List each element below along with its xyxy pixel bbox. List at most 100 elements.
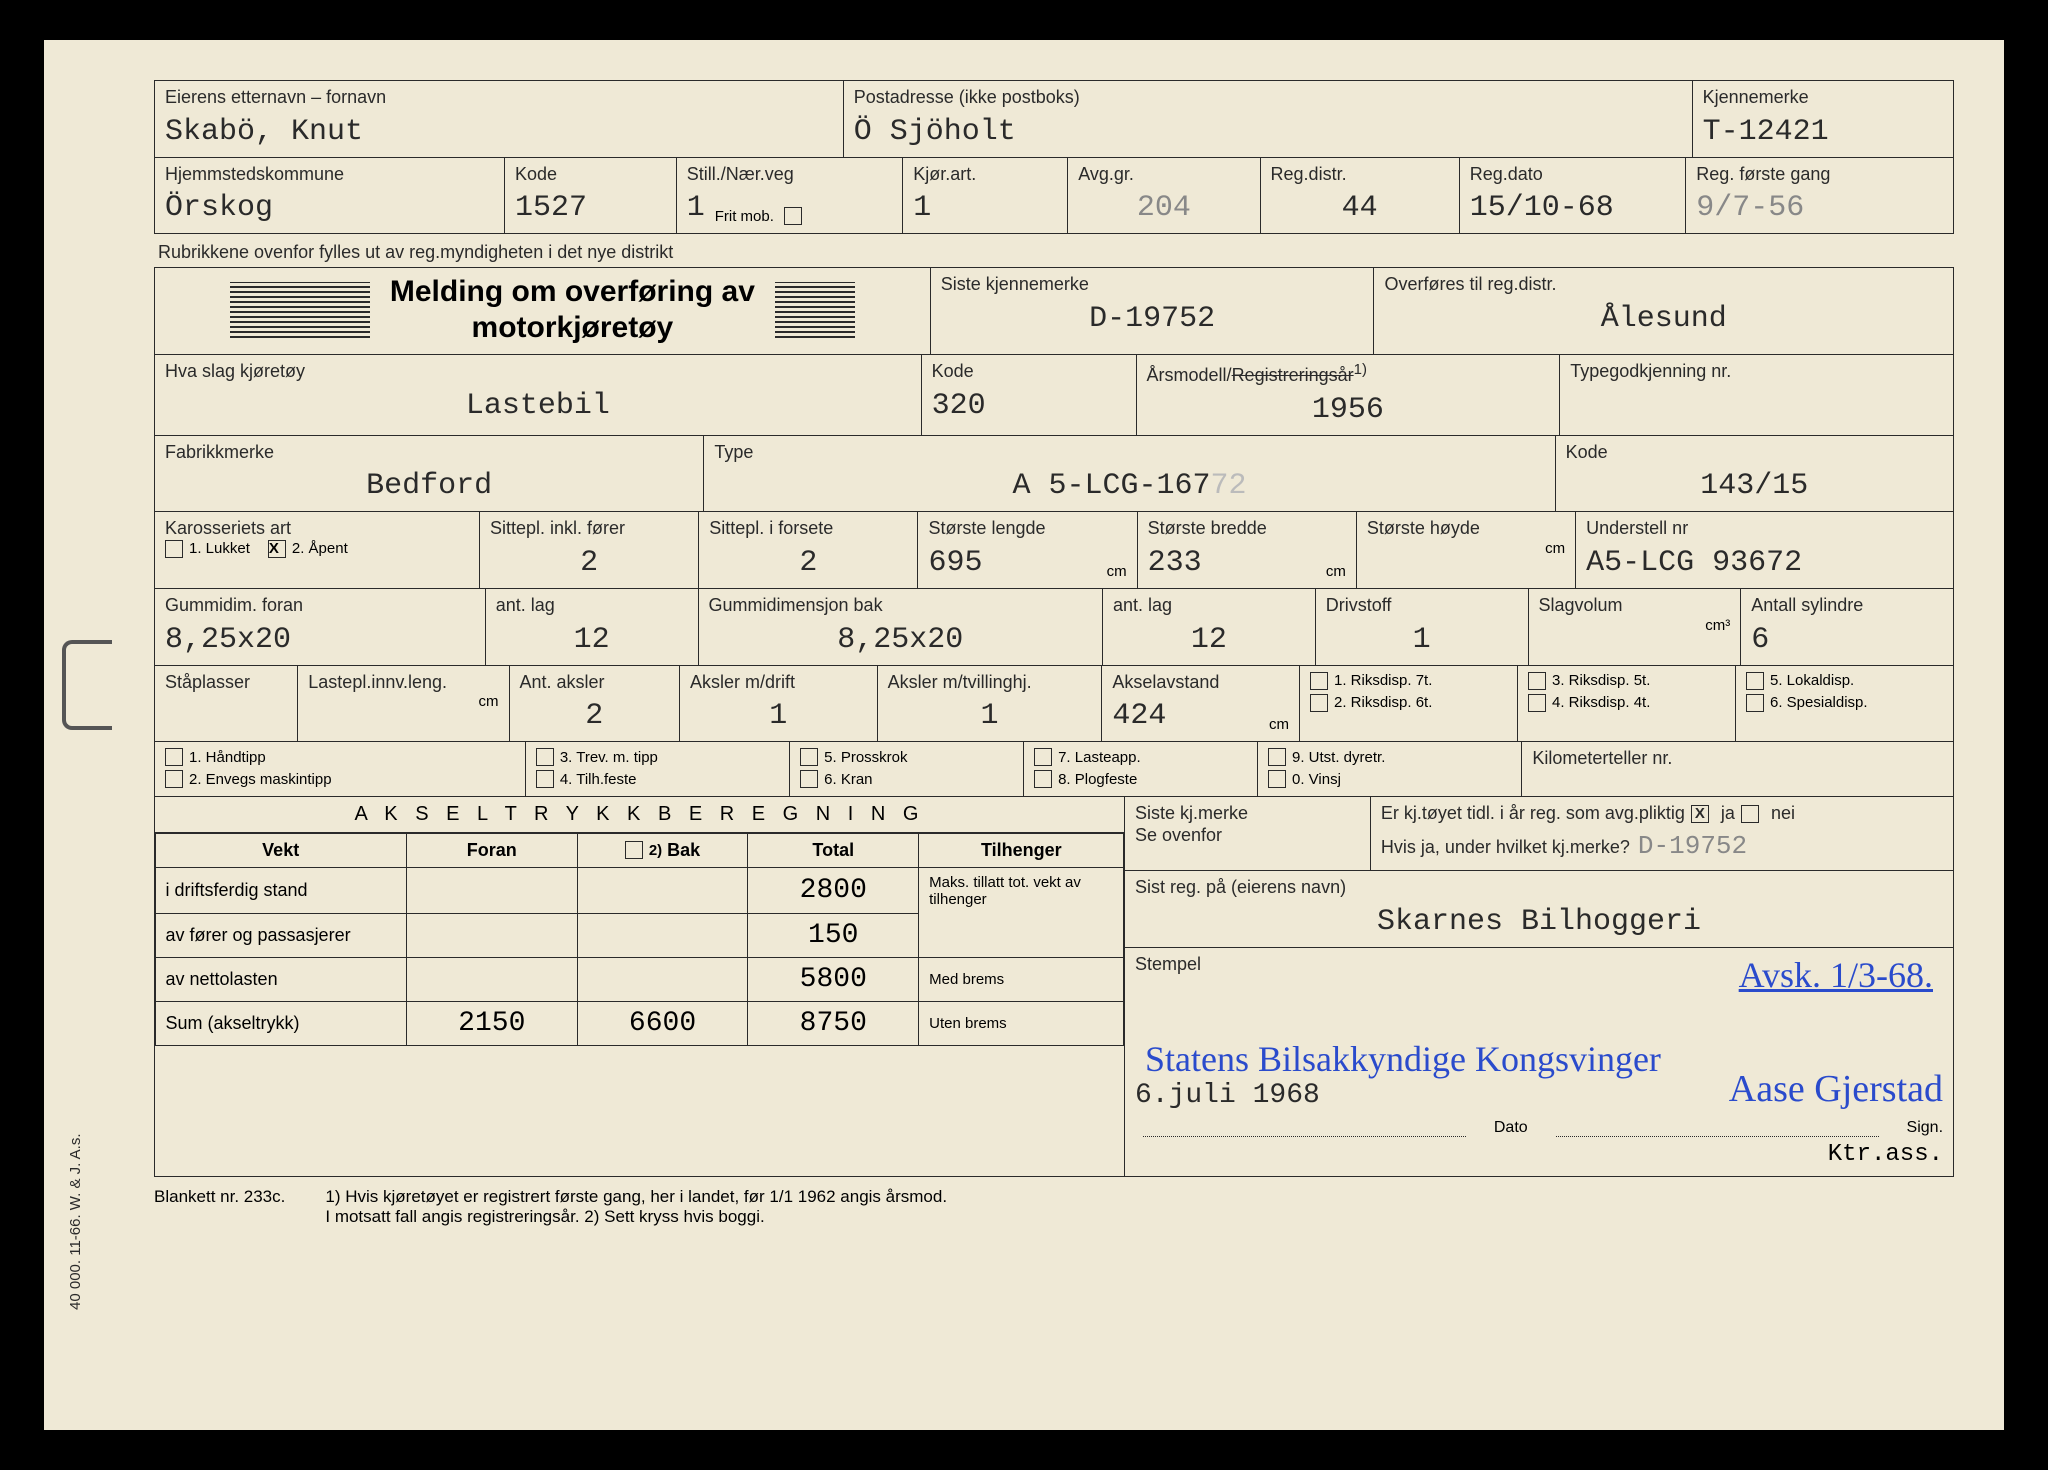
antaksler-label: Ant. aksler (520, 672, 669, 694)
disp3-checkbox[interactable] (1528, 672, 1546, 690)
cell-antaksler: Ant. aksler 2 (509, 665, 680, 743)
kaross-lukket-checkbox[interactable] (165, 540, 183, 558)
row-kommune: Hjemmstedskommune Örskog Kode 1527 Still… (154, 158, 1954, 235)
cell-driv: Drivstoff 1 (1315, 588, 1529, 666)
uten-brems: Uten brems (918, 1001, 1124, 1046)
still-sub: Frit mob. (715, 208, 774, 225)
cell-stempel: Stempel Avsk. 1/3-68. Statens Bilsakkynd… (1124, 947, 1954, 1177)
form-card: 40 000. 11-66. W. & J. A.s. Eierens ette… (44, 40, 2004, 1430)
bredde-unit: cm (1326, 563, 1346, 580)
sign-label: Sign. (1907, 1119, 1943, 1137)
cell-avggr: Avg.gr. 204 (1067, 157, 1260, 235)
bak-boggi-checkbox[interactable] (625, 841, 643, 859)
kode-label: Kode (515, 164, 666, 186)
sitte-inkl-label: Sittepl. inkl. fører (490, 518, 688, 540)
avgpl-nei-checkbox[interactable] (1741, 805, 1759, 823)
cell-lastepl: Lastepl.innv.leng. cm (297, 665, 509, 743)
c0-checkbox[interactable] (1268, 770, 1286, 788)
plate-value: T-12421 (1703, 115, 1943, 149)
banner: Melding om overføring av motorkjøretøy (165, 274, 920, 346)
r3-label: av nettolasten (155, 957, 407, 1002)
disp4-checkbox[interactable] (1528, 694, 1546, 712)
rp-row2: Sist reg. på (eierens navn) Skarnes Bilh… (1124, 871, 1954, 948)
disp5-checkbox[interactable] (1746, 672, 1764, 690)
driv-value: 1 (1326, 623, 1518, 657)
r2-bak (577, 913, 749, 958)
row-slag: Hva slag kjøretøy Lastebil Kode 320 Årsm… (154, 355, 1954, 436)
gummi-f-label: Gummidim. foran (165, 595, 475, 617)
blankett-nr: Blankett nr. 233c. (154, 1187, 285, 1227)
kommune-label: Hjemmstedskommune (165, 164, 494, 186)
slag-kode-label: Kode (932, 361, 1126, 383)
driv-label: Drivstoff (1326, 595, 1518, 617)
disp3: 3. Riksdisp. 5t. (1552, 672, 1650, 689)
cell-siste-kjm: Siste kjennemerke D-19752 (930, 267, 1375, 355)
row-tipp: 1. Håndtipp 2. Envegs maskintipp 3. Trev… (154, 742, 1954, 797)
disp2-checkbox[interactable] (1310, 694, 1328, 712)
h-bak: 2) Bak (577, 833, 749, 868)
avgpl-line1: Er kj.tøyet tidl. i år reg. som avg.plik… (1381, 803, 1943, 825)
bak-sup: 2) (649, 842, 662, 859)
tilh-note: Maks. tillatt tot. vekt av tilhenger (929, 874, 1113, 908)
regdato-label: Reg.dato (1470, 164, 1676, 186)
avstand-value: 424 (1112, 699, 1166, 733)
cell-regdistr: Reg.distr. 44 (1260, 157, 1460, 235)
lengde-value: 695 (928, 546, 982, 580)
understell-value: A5-LCG 93672 (1586, 546, 1943, 580)
stapl-label: Ståplasser (165, 672, 287, 694)
lastepl-unit: cm (479, 693, 499, 710)
cell-tipp3: 5. Prosskrok 6. Kran (789, 741, 1024, 797)
c5-checkbox[interactable] (800, 748, 818, 766)
cell-tipp2: 3. Trev. m. tipp 4. Tilh.feste (525, 741, 790, 797)
fritmob-checkbox[interactable] (784, 207, 802, 225)
arsmodell-value: 1956 (1147, 393, 1550, 427)
r4-bak: 6600 (577, 1001, 749, 1046)
kaross-apent-checkbox[interactable] (268, 540, 286, 558)
sist-reg-label: Sist reg. på (eierens navn) (1135, 877, 1943, 899)
cell-tipp1: 1. Håndtipp 2. Envegs maskintipp (154, 741, 526, 797)
disp1-checkbox[interactable] (1310, 672, 1328, 690)
banner-title-line2: motorkjøretøy (390, 310, 755, 346)
avgpl-ja-checkbox[interactable] (1691, 805, 1709, 823)
cell-plate: Kjennemerke T-12421 (1692, 80, 1954, 158)
kommune-value: Örskog (165, 191, 494, 225)
cell-typegodk: Typegodkjenning nr. (1559, 354, 1954, 436)
owner-label: Eierens etternavn – fornavn (165, 87, 833, 109)
sitte-for-value: 2 (709, 546, 907, 580)
c6-checkbox[interactable] (800, 770, 818, 788)
dato-label: Dato (1494, 1119, 1528, 1137)
cell-kjorart: Kjør.art. 1 (902, 157, 1068, 235)
antlag-b-label: ant. lag (1113, 595, 1305, 617)
c4-checkbox[interactable] (536, 770, 554, 788)
h-tilh: Tilhenger (918, 833, 1124, 868)
disp6-checkbox[interactable] (1746, 694, 1764, 712)
med-brems: Med brems (918, 957, 1124, 1002)
c3-checkbox[interactable] (536, 748, 554, 766)
lengde-unit: cm (1107, 563, 1127, 580)
owner-value: Skabö, Knut (165, 115, 833, 149)
cell-regdato: Reg.dato 15/10-68 (1459, 157, 1687, 235)
c1-checkbox[interactable] (165, 748, 183, 766)
banner-title: Melding om overføring av motorkjøretøy (390, 274, 755, 346)
r4-total: 8750 (747, 1001, 919, 1046)
c2-checkbox[interactable] (165, 770, 183, 788)
c5: 5. Prosskrok (824, 749, 907, 766)
c9-checkbox[interactable] (1268, 748, 1286, 766)
drift-value: 1 (690, 699, 867, 733)
antaksler-value: 2 (520, 699, 669, 733)
disp6: 6. Spesialdisp. (1770, 694, 1868, 711)
cell-avgpl: Er kj.tøyet tidl. i år reg. som avg.plik… (1370, 796, 1954, 871)
row-owner: Eierens etternavn – fornavn Skabö, Knut … (154, 80, 1954, 158)
c7-checkbox[interactable] (1034, 748, 1052, 766)
c8-checkbox[interactable] (1034, 770, 1052, 788)
row-bottom: A K S E L T R Y K K B E R E G N I N G Ve… (154, 797, 1954, 1176)
fab-kode-label: Kode (1566, 442, 1943, 464)
calc-r4: Sum (akseltrykk) 2150 6600 8750 Uten bre… (155, 1001, 1124, 1045)
cell-kommune: Hjemmstedskommune Örskog (154, 157, 505, 235)
dato-value: 6.juli 1968 (1135, 1080, 1320, 1111)
r1-total: 2800 (747, 867, 919, 914)
calc-r3: av nettolasten 5800 Med brems (155, 957, 1124, 1001)
c2: 2. Envegs maskintipp (189, 771, 332, 788)
r2-total: 150 (747, 913, 919, 958)
sitte-for-label: Sittepl. i forsete (709, 518, 907, 540)
